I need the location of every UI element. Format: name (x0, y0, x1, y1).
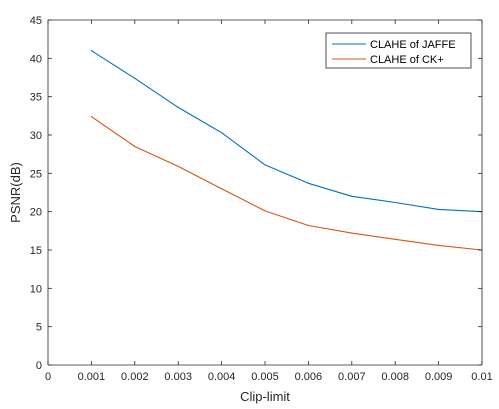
x-tick-label: 0.001 (78, 371, 106, 383)
data-point-1-8 (438, 244, 440, 246)
y-tick-label: 30 (30, 130, 42, 142)
data-point-1-3 (221, 188, 223, 190)
y-tick-label: 45 (30, 15, 42, 27)
x-tick-label: 0.007 (338, 371, 366, 383)
y-tick-label: 35 (30, 92, 42, 104)
data-point-0-6 (351, 195, 353, 197)
y-tick-label: 25 (30, 168, 42, 180)
x-tick-label: 0.003 (164, 371, 192, 383)
data-point-0-4 (264, 164, 266, 166)
series-layer (90, 50, 483, 251)
data-point-0-2 (177, 106, 179, 108)
y-axis-label: PSNR(dB) (8, 162, 23, 223)
y-tick-label: 0 (36, 360, 42, 372)
data-point-0-5 (307, 182, 309, 184)
y-tick-label: 15 (30, 245, 42, 257)
x-tick-label: 0.01 (471, 371, 492, 383)
x-axis-label: Clip-limit (240, 389, 290, 404)
legend-box (325, 32, 472, 69)
y-tick-label: 5 (36, 322, 42, 334)
x-tick-label: 0 (45, 371, 51, 383)
data-point-0-8 (438, 208, 440, 210)
data-point-0-1 (134, 77, 136, 79)
data-point-1-4 (264, 210, 266, 212)
x-tick-label: 0.004 (208, 371, 236, 383)
legend-label-jaffe: CLAHE of JAFFE (370, 39, 456, 51)
ticks-layer: 0 0.001 0.002 0.003 0.004 0.005 0.006 0.007 0.00… (30, 15, 493, 383)
data-point-1-2 (177, 165, 179, 168)
y-tick-label: 10 (30, 283, 42, 295)
data-point-0-0 (90, 50, 92, 52)
legend: CLAHE of JAFFE CLAHE of CK+ (325, 32, 472, 69)
y-tick-label: 20 (30, 207, 42, 219)
x-tick-label: 0.005 (251, 371, 279, 383)
x-tick-label: 0.009 (425, 371, 453, 383)
series-line-0 (91, 50, 483, 213)
data-point-1-6 (351, 232, 353, 234)
data-point-1-7 (394, 238, 396, 240)
x-tick-label: 0.006 (295, 371, 323, 383)
x-tick-label: 0.002 (121, 371, 149, 383)
plot-area (48, 20, 482, 365)
x-tick-label: 0.008 (381, 371, 409, 383)
data-point-1-0 (90, 116, 92, 118)
data-point-1-1 (134, 145, 136, 148)
series-line-1 (91, 116, 483, 251)
y-tick-label: 40 (30, 53, 42, 65)
legend-label-ck: CLAHE of CK+ (370, 54, 444, 66)
data-point-0-7 (394, 201, 396, 204)
data-point-0-3 (221, 132, 223, 134)
data-point-1-5 (307, 224, 309, 227)
